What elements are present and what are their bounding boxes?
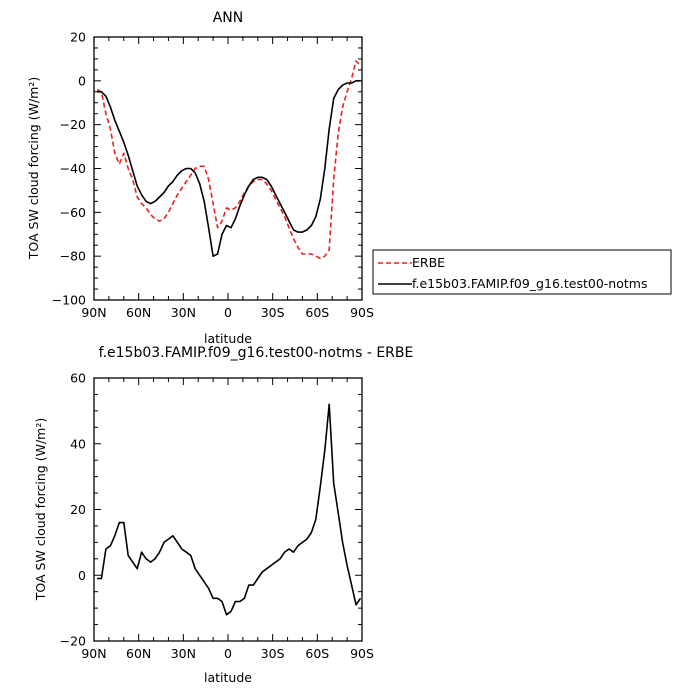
y-tick-label: 60: [70, 371, 86, 386]
x-tick-label: 90N: [81, 305, 106, 320]
top-chart-xlabel: latitude: [204, 331, 252, 346]
y-tick-label: 20: [70, 30, 86, 45]
series-line-0: [97, 403, 362, 616]
y-tick-label: −60: [60, 205, 86, 220]
plot-frame: [93, 377, 363, 642]
y-tick-label: −20: [60, 634, 86, 649]
x-tick-label: 60S: [305, 305, 329, 320]
plot-frame: [93, 36, 363, 301]
plot-1: 90N 60N 30N 0 30S 60S 90S −20 0 20 40 60: [60, 371, 374, 662]
x-tick-label: 90S: [350, 305, 374, 320]
x-tick-label: 0: [224, 305, 232, 320]
legend-label-model: f.e15b03.FAMIP.f09_g16.test00-notms: [412, 276, 647, 291]
y-tick-label: −20: [60, 117, 86, 132]
x-tick-label: 30N: [171, 305, 196, 320]
x-tick-label: 60N: [126, 305, 151, 320]
series-line-0: [96, 60, 362, 260]
y-tick-label: 0: [78, 73, 86, 88]
bottom-chart-xlabel: latitude: [204, 670, 252, 685]
legend-frame: [372, 249, 672, 295]
top-chart-title: ANN: [213, 10, 244, 26]
x-tick-label: 30S: [261, 305, 285, 320]
x-tick-label: 90S: [350, 646, 374, 661]
y-tick-label: −40: [60, 161, 86, 176]
y-tick-label: −80: [60, 249, 86, 264]
x-tick-label: 60N: [126, 646, 151, 661]
y-tick-label: 20: [70, 502, 86, 517]
series-line-1: [97, 80, 361, 258]
y-tick-label: 0: [78, 568, 86, 583]
legend: ERBE f.e15b03.FAMIP.f09_g16.test00-notms: [372, 249, 672, 295]
x-tick-label: 90N: [81, 646, 106, 661]
x-tick-label: 0: [224, 646, 232, 661]
y-tick-label: 40: [70, 436, 86, 451]
top-chart-ylabel: TOA SW cloud forcing (W/m²): [26, 77, 41, 260]
y-tick-label: −100: [52, 293, 86, 308]
bottom-chart-title: f.e15b03.FAMIP.f09_g16.test00-notms - ER…: [99, 345, 414, 361]
legend-label-erbe: ERBE: [412, 255, 445, 270]
plot-0: 90N 60N 30N 0 30S 60S 90S −100 −80 −60 −40 −20 0 20: [52, 30, 374, 321]
bottom-chart-ylabel: TOA SW cloud forcing (W/m²): [33, 418, 48, 601]
x-tick-label: 30S: [261, 646, 285, 661]
x-tick-label: 60S: [305, 646, 329, 661]
x-tick-label: 30N: [171, 646, 196, 661]
